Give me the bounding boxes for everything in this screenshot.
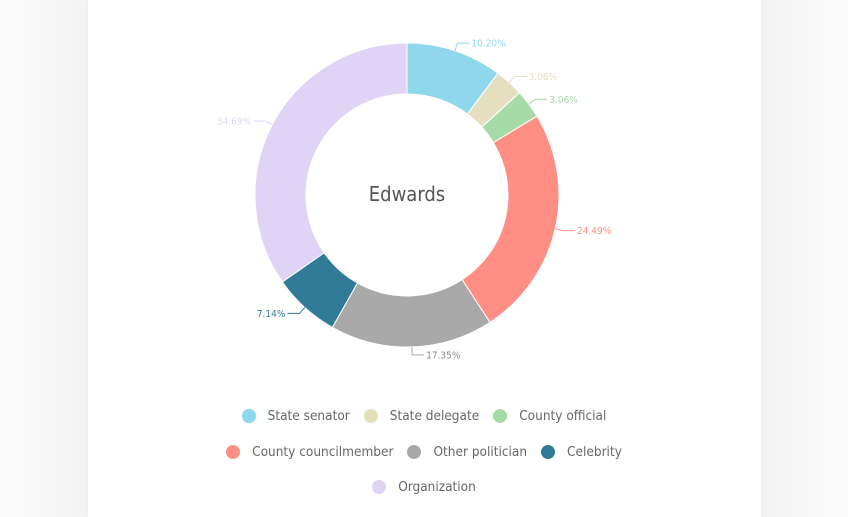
legend-dot-organization <box>372 480 387 494</box>
legend-item-state-delegate[interactable]: State delegate <box>363 408 480 424</box>
slice-labels: 10.20% 3.06% 3.06% 24.49% 17.35% 7.14% 34.69% <box>217 39 612 362</box>
leader-line-county-councilmember <box>555 228 575 232</box>
legend-dot-state-delegate <box>363 409 378 423</box>
legend-item-organization[interactable]: Organization <box>372 479 476 495</box>
donut-slices <box>254 42 560 348</box>
legend-label: State delegate <box>389 408 480 424</box>
legend-item-county-councilmember[interactable]: County councilmember <box>226 444 393 460</box>
legend-item-celebrity[interactable]: Celebrity <box>541 444 622 460</box>
data-label-other-politician: 17.35% <box>426 350 461 361</box>
legend-row-2: County councilmember Other politician Ce… <box>0 444 848 460</box>
leader-line-celebrity <box>287 307 306 314</box>
data-label-county-official: 3.06% <box>549 95 578 106</box>
legend-label: County official <box>519 408 607 424</box>
legend-label: Celebrity <box>567 444 622 460</box>
leader-line-organization <box>253 120 273 126</box>
legend-row-1: State senator State delegate County offi… <box>0 408 848 424</box>
data-label-state-delegate: 3.06% <box>529 72 558 83</box>
slice-county-councilmember[interactable] <box>461 115 560 324</box>
data-label-organization: 34.69% <box>217 116 252 127</box>
page-margin-left <box>0 0 88 517</box>
page-margin-right <box>761 0 848 517</box>
legend-dot-state-senator <box>241 409 256 423</box>
legend-label: County councilmember <box>252 444 394 460</box>
chart-title: Edwards <box>369 182 445 206</box>
leader-line-state-delegate <box>508 76 527 83</box>
slice-other-politician[interactable] <box>331 278 491 348</box>
leader-line-state-senator <box>454 42 470 51</box>
data-label-celebrity: 7.14% <box>257 309 286 320</box>
legend-dot-celebrity <box>541 445 556 459</box>
legend-dot-county-official <box>493 409 508 423</box>
donut-chart: 10.20%3.06%3.06%24.49%17.35%7.14%34.69% … <box>217 39 612 362</box>
legend-label: Organization <box>398 479 476 495</box>
slice-organization[interactable] <box>254 42 408 283</box>
leader-line-county-official <box>528 98 548 105</box>
legend-label: Other politician <box>433 444 528 460</box>
legend-item-other-politician[interactable]: Other politician <box>407 444 527 460</box>
legend-dot-other-politician <box>407 445 422 459</box>
legend-label: State senator <box>267 408 350 424</box>
leader-line-other-politician <box>411 346 425 356</box>
legend-item-county-official[interactable]: County official <box>493 408 606 424</box>
legend-row-3: Organization <box>0 479 848 495</box>
data-label-state-senator: 10.20% <box>471 39 506 50</box>
legend-dot-county-councilmember <box>226 445 241 459</box>
data-label-county-councilmember: 24.49% <box>577 226 612 237</box>
slice-label-leaders <box>253 42 575 356</box>
legend-item-state-senator[interactable]: State senator <box>241 408 350 424</box>
